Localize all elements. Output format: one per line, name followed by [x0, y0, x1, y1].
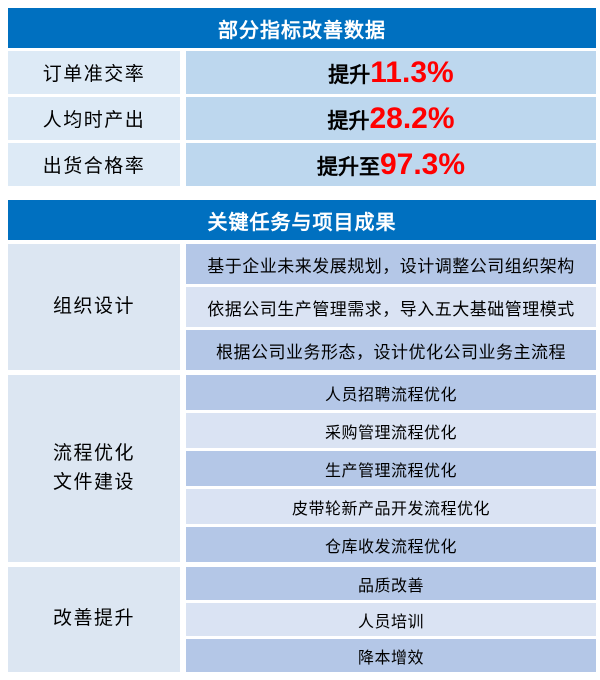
metric-row: 出货合格率 提升至97.3% — [8, 143, 596, 186]
metric-value: 提升28.2% — [327, 102, 454, 136]
metric-number: 97.3% — [379, 147, 466, 181]
metric-prefix: 提升 — [327, 109, 370, 133]
tasks-panel-title: 关键任务与项目成果 — [8, 200, 596, 240]
task-group-process-optimization: 流程优化 文件建设 人员招聘流程优化 采购管理流程优化 生产管理流程优化 皮带轮… — [8, 375, 596, 562]
task-group-label: 组织设计 — [8, 244, 180, 370]
metric-label: 出货合格率 — [8, 143, 180, 186]
task-item: 采购管理流程优化 — [186, 413, 596, 448]
metric-row: 订单准交率 提升11.3% — [8, 51, 596, 94]
task-groups: 组织设计 基于企业未来发展规划，设计调整公司组织架构 依据公司生产管理需求，导入… — [8, 244, 596, 672]
metric-label: 订单准交率 — [8, 51, 180, 94]
task-item: 依据公司生产管理需求，导入五大基础管理模式 — [186, 287, 596, 327]
metric-label: 人均时产出 — [8, 97, 180, 140]
task-item: 人员培训 — [186, 603, 596, 636]
task-group-improvement: 改善提升 品质改善 人员培训 降本增效 — [8, 567, 596, 672]
metric-number: 28.2% — [369, 101, 455, 135]
task-item: 仓库收发流程优化 — [186, 527, 596, 562]
task-item: 基于企业未来发展规划，设计调整公司组织架构 — [186, 244, 596, 284]
metrics-panel-title: 部分指标改善数据 — [8, 8, 596, 48]
metrics-rows: 订单准交率 提升11.3% 人均时产出 提升28.2% 出货合格率 — [8, 51, 596, 186]
task-item: 品质改善 — [186, 567, 596, 600]
task-group-label: 改善提升 — [8, 567, 180, 672]
metric-value: 提升11.3% — [328, 56, 453, 90]
metric-row: 人均时产出 提升28.2% — [8, 97, 596, 140]
metric-prefix: 提升至 — [316, 155, 380, 179]
task-item: 生产管理流程优化 — [186, 451, 596, 486]
task-item: 人员招聘流程优化 — [186, 375, 596, 410]
task-item: 降本增效 — [186, 639, 596, 672]
task-item: 根据公司业务形态，设计优化公司业务主流程 — [186, 330, 596, 370]
task-group-rows: 品质改善 人员培训 降本增效 — [186, 567, 596, 672]
metric-number: 11.3% — [370, 55, 454, 89]
metric-value-cell: 提升11.3% — [186, 51, 596, 94]
metric-value-cell: 提升至97.3% — [186, 143, 596, 186]
metrics-panel: 部分指标改善数据 订单准交率 提升11.3% 人均时产出 提升28.2% — [8, 8, 596, 186]
metric-value: 提升至97.3% — [317, 148, 465, 182]
metric-prefix: 提升 — [328, 63, 371, 87]
task-group-organization-design: 组织设计 基于企业未来发展规划，设计调整公司组织架构 依据公司生产管理需求，导入… — [8, 244, 596, 370]
task-group-rows: 人员招聘流程优化 采购管理流程优化 生产管理流程优化 皮带轮新产品开发流程优化 … — [186, 375, 596, 562]
task-group-label: 流程优化 文件建设 — [8, 375, 180, 562]
task-item: 皮带轮新产品开发流程优化 — [186, 489, 596, 524]
task-group-rows: 基于企业未来发展规划，设计调整公司组织架构 依据公司生产管理需求，导入五大基础管… — [186, 244, 596, 370]
metric-value-cell: 提升28.2% — [186, 97, 596, 140]
tasks-panel: 关键任务与项目成果 组织设计 基于企业未来发展规划，设计调整公司组织架构 依据公… — [8, 200, 596, 672]
